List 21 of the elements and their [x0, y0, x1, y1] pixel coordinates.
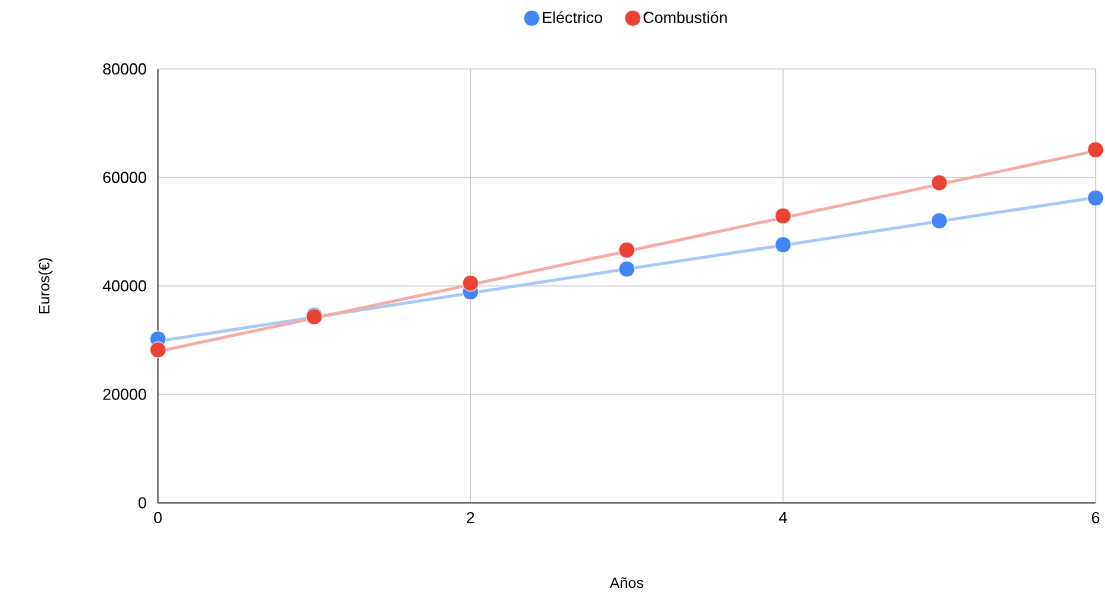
x-tick-label: 0 — [154, 512, 162, 524]
y-axis-title: Euros(€) — [38, 258, 53, 314]
point — [149, 341, 167, 359]
y-tick-label: 60000 — [103, 171, 147, 184]
legend-label: Eléctrico — [543, 11, 603, 24]
point — [618, 260, 636, 278]
point — [930, 174, 948, 192]
y-tick-label: 40000 — [102, 280, 147, 292]
x-tick-label: 6 — [1091, 512, 1100, 524]
point — [618, 241, 636, 259]
x-tick-label: 2 — [466, 512, 475, 524]
legend-label: Combustión — [643, 11, 727, 24]
y-tick-label: 20000 — [103, 388, 147, 401]
x-axis-title: Años — [609, 577, 644, 589]
point — [774, 236, 792, 254]
point — [774, 207, 792, 225]
point — [930, 212, 948, 230]
point — [462, 274, 479, 292]
y-tick-label: 80000 — [103, 63, 147, 75]
y-tick-label: 0 — [138, 497, 147, 509]
x-tick-label: 4 — [778, 512, 787, 524]
